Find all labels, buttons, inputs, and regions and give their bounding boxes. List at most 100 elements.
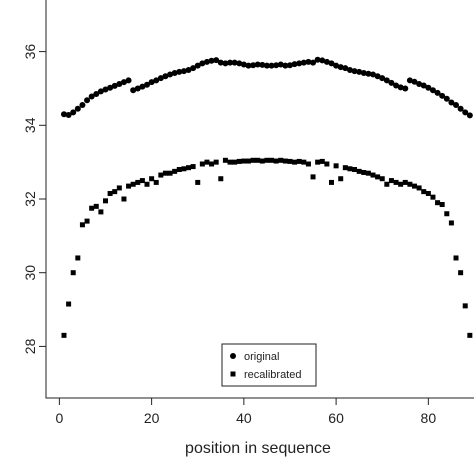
point (157, 75, 164, 82)
point (236, 60, 243, 67)
point (337, 64, 344, 71)
point (282, 158, 288, 164)
point (213, 159, 219, 165)
x-tick-label: 0 (55, 410, 63, 426)
point (351, 68, 358, 75)
point (107, 190, 113, 196)
point (70, 270, 76, 276)
point (296, 60, 303, 67)
point (245, 62, 252, 69)
point (130, 87, 137, 94)
point (79, 102, 86, 109)
point (194, 62, 201, 69)
point (176, 167, 182, 173)
point (89, 205, 95, 211)
point (218, 176, 224, 182)
point (269, 157, 275, 163)
point (84, 97, 91, 104)
point (172, 168, 178, 174)
point (126, 183, 132, 189)
point (287, 158, 293, 164)
point (273, 62, 280, 69)
point (231, 59, 238, 66)
point (75, 255, 81, 261)
point (352, 167, 358, 173)
point (310, 174, 316, 180)
point (286, 62, 293, 69)
point (255, 157, 261, 163)
point (139, 83, 146, 90)
point (144, 81, 151, 88)
point (222, 60, 229, 67)
point (250, 62, 257, 69)
point (412, 183, 418, 189)
point (273, 158, 279, 164)
point (360, 69, 367, 76)
point (435, 200, 441, 206)
point (411, 78, 418, 85)
point (186, 165, 192, 171)
point (305, 58, 312, 65)
point (300, 59, 307, 66)
x-tick-label: 40 (236, 410, 252, 426)
point (356, 168, 362, 174)
point (232, 159, 238, 165)
point (107, 84, 114, 91)
point (259, 61, 266, 68)
point (245, 158, 251, 164)
point (203, 58, 210, 65)
point (74, 105, 81, 112)
point (88, 93, 95, 100)
point (319, 158, 325, 164)
point (453, 255, 459, 261)
point (384, 181, 390, 187)
point (328, 179, 334, 185)
point (328, 60, 335, 67)
legend-label: original (244, 351, 279, 363)
point (60, 111, 67, 118)
point (98, 209, 104, 215)
point (121, 196, 127, 202)
point (259, 158, 265, 164)
y-tick-label: 32 (22, 191, 38, 207)
point (338, 176, 344, 182)
point (195, 179, 201, 185)
point (70, 109, 77, 116)
point (116, 185, 122, 191)
point (402, 179, 408, 185)
point (296, 158, 302, 164)
point (167, 71, 174, 78)
point (301, 159, 307, 165)
point (416, 185, 422, 191)
x-tick-label: 20 (144, 410, 160, 426)
point (416, 81, 423, 88)
point (342, 165, 348, 171)
point (453, 102, 460, 109)
point (176, 68, 183, 75)
point (282, 62, 289, 69)
point (180, 68, 187, 75)
point (314, 56, 321, 63)
point (425, 84, 432, 91)
point (383, 77, 390, 84)
y-tick-label: 34 (22, 117, 38, 133)
point (61, 332, 67, 338)
point (213, 57, 220, 64)
point (144, 181, 150, 187)
point (135, 179, 141, 185)
point (444, 211, 450, 217)
point (347, 166, 353, 172)
point (439, 92, 446, 99)
point (292, 159, 298, 165)
point (199, 60, 206, 67)
point (254, 61, 261, 68)
point (421, 189, 427, 195)
point (462, 303, 468, 309)
point (448, 99, 455, 106)
legend-box (221, 343, 317, 387)
point (185, 67, 192, 74)
point (379, 75, 386, 82)
point (315, 159, 321, 165)
point (406, 77, 413, 84)
